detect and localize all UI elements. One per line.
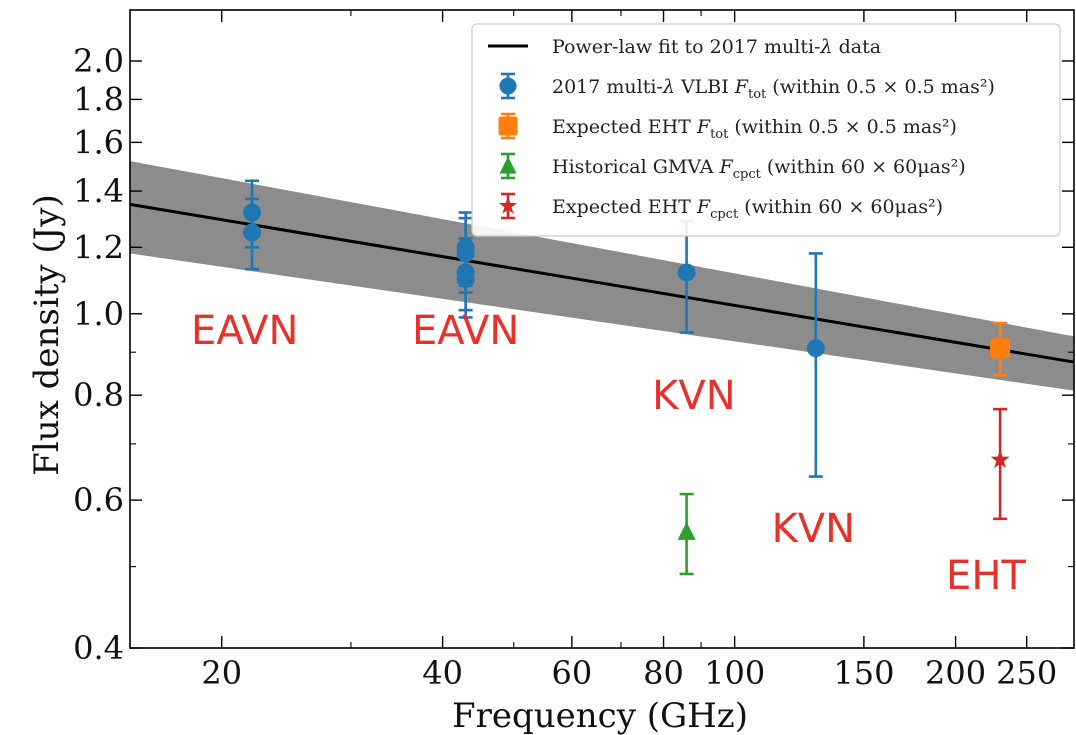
legend-text: Historical GMVA [552,156,720,178]
legend-symbol: F [696,116,711,138]
data-point-star [990,449,1010,468]
y-tick-label: 0.6 [73,481,124,519]
y-tick-label: 1.4 [73,172,124,210]
x-tick-label: 20 [201,654,242,692]
legend-box [471,23,1061,237]
legend-text: 2017 multi- [552,76,663,98]
x-tick-label: 40 [422,654,463,692]
annotation-label: EHT [946,553,1026,599]
annotations: EAVN EAVN KVN KVN EHT [191,308,1026,599]
y-tick-label: 0.8 [73,376,124,414]
legend-symbol: λ [662,76,675,98]
legend-text: (within 60 × 60μas²) [738,196,943,218]
legend-text: data [833,36,882,58]
legend-label: Expected EHT Ftot (within 0.5 × 0.5 mas²… [552,116,957,142]
x-tick-label: 250 [996,654,1057,692]
legend: Power-law fit to 2017 multi-λ data 2017 m… [471,23,1061,237]
legend-symbol: F [696,196,711,218]
annotation-label: EAVN [191,308,298,354]
plot-frame [129,9,1075,649]
legend-label: Historical GMVA Fcpct (within 60 × 60μas… [552,156,966,182]
y-tick-label: 1.0 [73,295,124,333]
legend-text: VLBI [675,76,735,98]
x-tick-label: 60 [551,654,592,692]
data-point-circle [806,339,825,358]
data-point-circle [677,263,696,282]
legend-text: (within 0.5 × 0.5 mas²) [766,76,995,98]
data-point-circle [456,270,475,289]
y-tick-label: 1.8 [73,80,124,118]
fit-line [129,202,1075,364]
legend-symbol: F [719,156,734,178]
legend-text: Expected EHT [552,116,697,138]
fit-uncertainty-band [130,161,1074,391]
legend-marker-star [499,196,517,214]
legend-text: Expected EHT [552,196,697,218]
legend-marker-square [498,116,518,136]
annotation-label: KVN [652,373,736,419]
data-points [243,179,1011,576]
annotation-label: KVN [772,506,856,552]
x-tick-label: 200 [925,654,986,692]
y-tick-label: 1.6 [73,123,124,161]
fit-band-layer [130,161,1074,391]
legend-label: Power-law fit to 2017 multi-λ data [552,36,881,58]
legend-subscript: cpct [733,167,762,182]
legend-text: (within 60 × 60μas²) [761,156,966,178]
legend-subscript: tot [710,127,729,142]
legend-subscript: cpct [710,207,739,222]
data-point-square [990,338,1011,359]
legend-label: Expected EHT Fcpct (within 60 × 60μas²) [552,196,943,222]
legend-label: 2017 multi-λ VLBI Ftot (within 0.5 × 0.5… [552,76,995,102]
x-tick-label: 150 [833,654,894,692]
axis-ticks: 20 40 60 80 100 150 200 250 0.4 0.6 0.8 1.0 1.2 1.4 1.… [73,10,1074,692]
y-tick-label: 2.0 [73,42,124,80]
x-axis-label: Frequency (GHz) [452,696,748,735]
fit-line-layer [129,202,1075,364]
legend-text: Power-law fit to 2017 multi- [552,36,821,58]
legend-text: (within 0.5 × 0.5 mas²) [728,116,957,138]
legend-symbol: λ [820,36,833,58]
y-tick-label: 1.2 [73,228,124,266]
legend-marker-circle [499,77,517,95]
data-point-triangle [677,521,696,540]
annotation-label: EAVN [412,308,519,354]
y-axis-label: Flux density (Jy) [27,194,67,476]
x-tick-label: 80 [643,654,684,692]
legend-marker-triangle [499,156,517,174]
y-tick-label: 0.4 [73,629,124,667]
x-tick-label: 100 [704,654,765,692]
data-point-circle [243,223,262,242]
legend-symbol: F [734,76,749,98]
legend-subscript: tot [748,87,767,102]
